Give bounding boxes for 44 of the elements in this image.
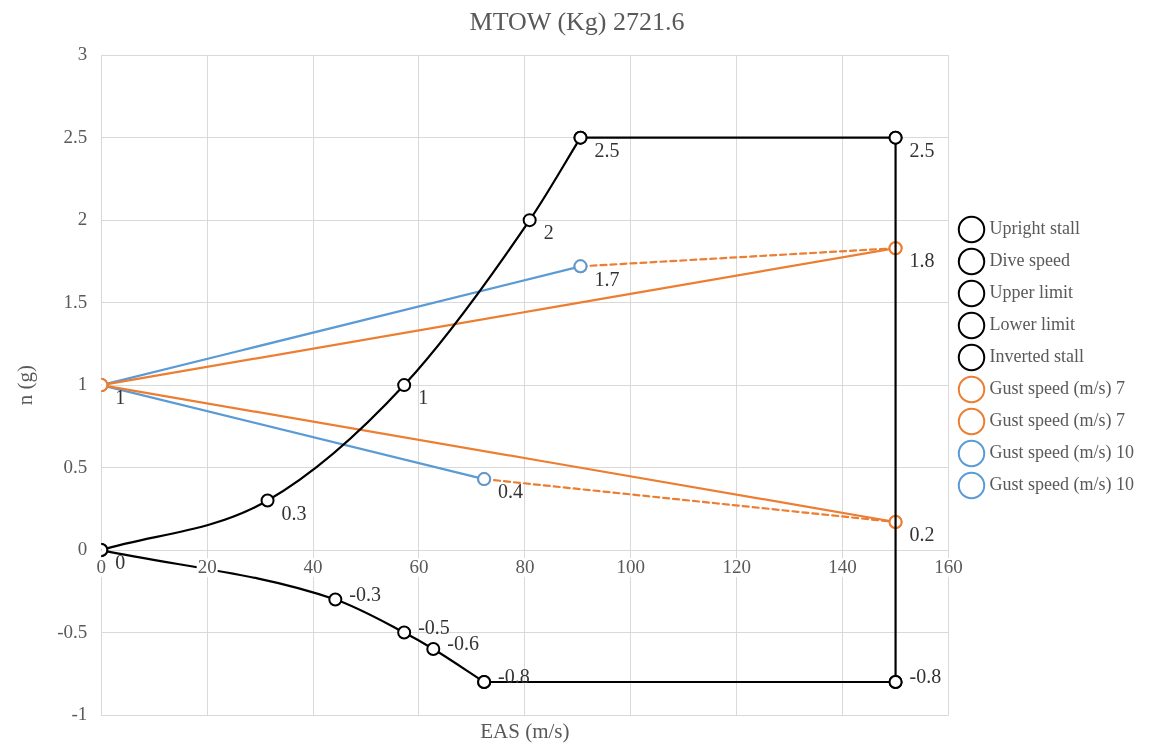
data-label: -0.8 <box>909 665 942 688</box>
y-tick-label: 2.5 <box>63 125 88 147</box>
legend-label: Lower limit <box>989 314 1075 335</box>
y-tick-label: 1.5 <box>63 290 88 312</box>
x-tick-label: 80 <box>515 555 535 577</box>
x-tick-label: 100 <box>616 555 646 577</box>
data-label: 1.7 <box>594 267 620 290</box>
y-tick-label: 2 <box>77 208 88 230</box>
y-tick-label: 1 <box>77 373 88 395</box>
x-tick-label: 160 <box>934 555 963 577</box>
legend-label: Inverted stall <box>989 346 1084 367</box>
legend-label: Upright stall <box>989 218 1081 239</box>
chart-title: MTOW (Kg) 2721.6 <box>469 7 685 37</box>
legend-label: Upper limit <box>989 282 1074 303</box>
data-label: 2.5 <box>909 138 935 161</box>
data-label: 2.5 <box>594 138 620 161</box>
x-tick-label: 140 <box>828 555 857 577</box>
legend-label: Gust speed (m/s) 10 <box>989 474 1134 496</box>
data-label: -0.5 <box>418 615 450 638</box>
x-tick-label: 40 <box>303 555 323 577</box>
legend-label: Gust speed (m/s) 7 <box>989 378 1125 400</box>
data-label: 1 <box>115 386 126 409</box>
y-tick-label: 0 <box>77 538 88 560</box>
y-tick-label: 3 <box>77 43 88 65</box>
data-label: -0.3 <box>349 582 381 605</box>
data-label: 2 <box>543 221 554 244</box>
x-axis-title: EAS (m/s) <box>480 719 570 744</box>
legend-label: Dive speed <box>989 250 1070 271</box>
data-label: 0.2 <box>909 523 935 546</box>
legend-label: Gust speed (m/s) 10 <box>989 442 1134 464</box>
data-label: -0.6 <box>447 632 479 655</box>
y-tick-label: 0.5 <box>63 455 88 477</box>
x-tick-label: 60 <box>409 555 429 577</box>
y-tick-label: -1 <box>71 702 88 724</box>
data-label: 1 <box>418 386 429 409</box>
y-axis-title: n (g) <box>13 364 38 406</box>
data-label: 0.4 <box>498 480 524 503</box>
data-label: 0.3 <box>281 501 307 524</box>
y-tick-label: -0.5 <box>57 620 88 642</box>
x-tick-label: 0 <box>96 555 107 577</box>
x-tick-label: 20 <box>197 555 217 577</box>
legend-label: Gust speed (m/s) 7 <box>989 410 1125 432</box>
data-label: 1.8 <box>909 249 935 272</box>
x-tick-label: 120 <box>722 555 751 577</box>
